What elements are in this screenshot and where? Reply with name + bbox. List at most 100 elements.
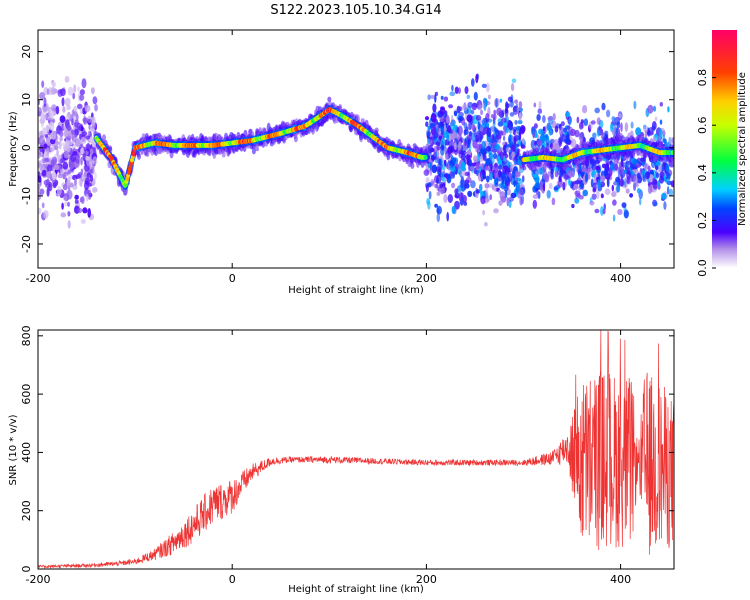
spectrogram-cell (43, 143, 48, 149)
spectrogram-cell (456, 105, 461, 114)
spectrogram-cell (73, 128, 79, 138)
spectrogram-cell (51, 170, 56, 181)
spectrogram-cell (624, 177, 627, 188)
spectrogram-cell (595, 165, 601, 171)
spectrogram-cell (73, 84, 77, 93)
spectrogram-cell (49, 121, 55, 131)
spectrogram-cell (64, 97, 71, 107)
spectrogram-cell (668, 137, 674, 145)
spectrogram-cell (50, 130, 57, 140)
spectrogram-cell (495, 98, 498, 108)
spectrogram-cell (428, 190, 432, 200)
spectrogram-cell (484, 221, 488, 227)
spectrogram-cell (509, 100, 514, 108)
spectrogram-cell (625, 160, 632, 165)
spectrogram-cell (51, 81, 56, 88)
spectrogram-cell (440, 95, 444, 100)
spectrogram-cell (89, 160, 92, 170)
spectrogram-cell (482, 152, 487, 161)
spectrogram-cell (471, 78, 475, 87)
spectrogram-cell (39, 144, 44, 153)
spectrogram-cell (38, 207, 42, 215)
spectrogram-cell (293, 135, 298, 143)
spectrogram-cell (663, 201, 667, 210)
spectrogram-cell (615, 176, 620, 183)
spectrogram-cell (55, 105, 60, 115)
spectrogram-cell (63, 150, 69, 159)
spectrogram-cell (633, 100, 637, 110)
spectrogram-cell (490, 114, 496, 119)
spectrogram-cell (652, 177, 656, 184)
spectrogram-cell (446, 115, 450, 124)
spectrogram-cell (636, 188, 641, 194)
spectrogram-cell (594, 107, 600, 114)
spectrogram-cell (576, 177, 582, 184)
spectrogram-cell (79, 89, 85, 96)
spectrogram-cell (435, 141, 441, 146)
spectrogram-cell (74, 178, 77, 187)
spectrogram-cell (90, 116, 96, 126)
spectrogram-cell (652, 105, 657, 112)
spectrogram-cell (59, 136, 63, 142)
spectrogram-cell (64, 200, 69, 207)
spectrogram-cell (591, 193, 597, 200)
spectrogram-cell (39, 188, 45, 195)
spectrogram-cell (66, 105, 70, 111)
spectrogram-cell (578, 174, 581, 178)
spectrogram-cell (94, 104, 98, 112)
spectrogram-cell (85, 193, 89, 202)
spectrogram-cell (427, 130, 431, 139)
spectrogram-cell (519, 196, 523, 206)
spectrogram-cell (54, 144, 59, 151)
spectrogram-cell (503, 121, 508, 127)
spectrogram-cell (38, 99, 41, 106)
spectrogram-cell (39, 92, 46, 100)
spectrogram-cell (537, 140, 543, 147)
spectrogram-cell (495, 134, 502, 139)
spectrogram-cell (576, 116, 580, 124)
spectrogram-cell (446, 211, 450, 222)
spectrogram-cell (80, 174, 86, 182)
spectrogram-cell (443, 123, 447, 134)
spectrogram-cell (494, 177, 498, 183)
spectrogram-cell (517, 119, 523, 125)
spectrogram-cell (522, 165, 527, 171)
spectrogram-cell (592, 182, 597, 192)
spectrogram-cell (72, 111, 78, 117)
spectrogram-cell (443, 194, 448, 203)
spectrogram-cell (427, 137, 431, 146)
spectrogram-cell (471, 124, 476, 131)
spectrogram-cell (596, 189, 600, 200)
spectrogram-cell (59, 168, 65, 175)
spectrogram-cell (601, 102, 606, 111)
spectrogram-cell (50, 87, 56, 95)
spectrogram-cell (610, 123, 614, 133)
spectrogram-cell (66, 132, 73, 137)
spectrogram-cell (137, 153, 141, 160)
spectrogram-cell (568, 117, 572, 126)
spectrogram-cell (597, 179, 602, 189)
spectrogram-cell (448, 104, 454, 109)
spectrogram-cell (611, 184, 614, 192)
spectrogram-cell (475, 189, 481, 194)
spectrogram-cell (485, 145, 492, 152)
spectrogram-cell (494, 182, 499, 187)
spectrogram-cell (511, 151, 515, 159)
spectrogram-cell (87, 208, 91, 218)
spectrogram-cell (457, 125, 463, 136)
spectrogram-cell (503, 144, 507, 152)
spectrogram-cell (454, 86, 459, 94)
spectrogram-cell (58, 140, 62, 150)
spectrogram-cell (430, 113, 437, 123)
spectrogram-cell (475, 73, 479, 84)
spectrogram-cell (454, 142, 457, 151)
spectrogram-cell (468, 158, 472, 167)
spectrogram-cell (550, 142, 553, 149)
spectrogram-cell (425, 177, 430, 184)
spectrogram-cell (479, 184, 483, 195)
spectrogram-cell (480, 195, 486, 205)
spectrogram-cell (429, 161, 433, 171)
spectrogram-cell (80, 168, 84, 176)
spectrogram-cell (430, 180, 435, 186)
